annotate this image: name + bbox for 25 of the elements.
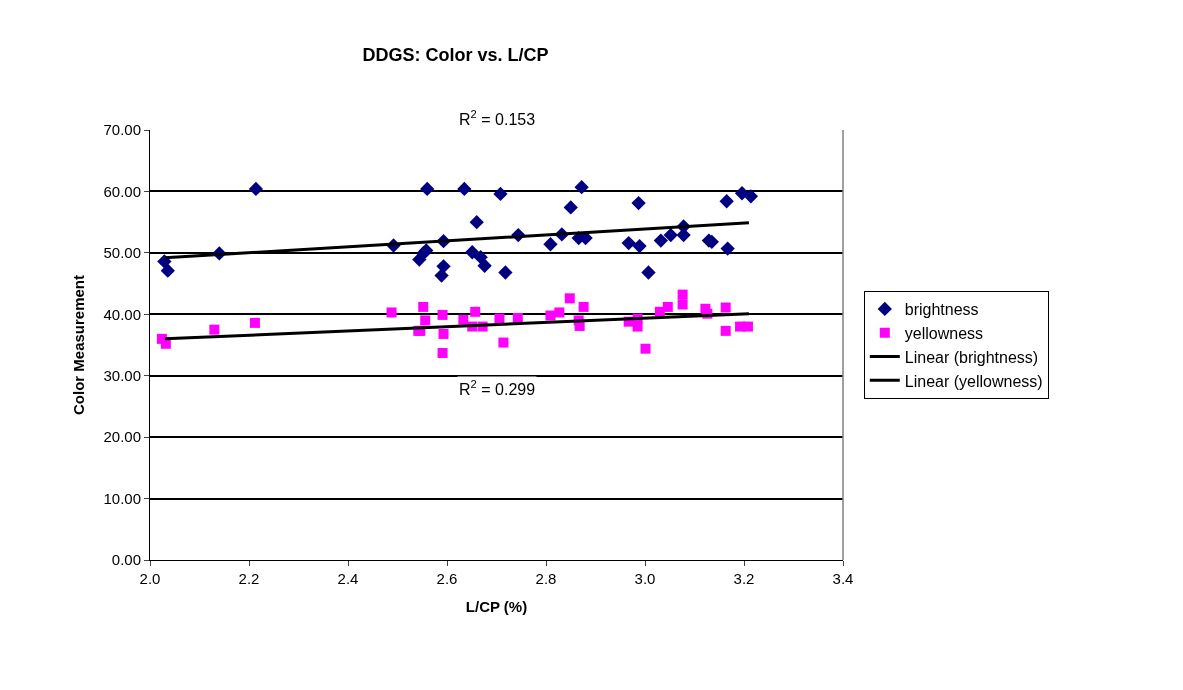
y-tick-label: 10.00 [103,489,141,507]
legend-label: yellowness [904,324,984,342]
x-axis-title: L/CP (%) [465,598,528,615]
legend-label: Linear (brightness) [904,348,1039,366]
x-tick-label: 3.0 [634,570,656,587]
y-tick-label: 0.00 [111,551,141,569]
x-tick-label: 2.8 [535,570,557,587]
x-tick-label: 2.6 [436,570,458,587]
legend-label: Linear (yellowness) [904,372,1043,390]
y-tick-label: 60.00 [103,182,141,200]
x-tick-label: 3.2 [733,570,755,587]
y-tick-label: 40.00 [103,305,141,323]
annotation: R$^{2}$ = 0.299 [459,378,536,398]
legend-label: brightness [904,301,979,319]
x-tick-label: 2.2 [238,570,260,587]
y-tick-label: 30.00 [103,366,141,384]
chart-title: DDGS: Color vs. L/CP [362,44,549,65]
text: R$^{2}$ = 0.153 [459,108,536,128]
x-tick-label: 2.0 [139,570,161,587]
y-tick-label: 50.00 [103,244,141,262]
x-tick-label: 3.4 [832,570,854,587]
y-axis-title: Color Measurement [69,274,87,416]
y-tick-label: 70.00 [103,121,141,139]
x-tick-label: 2.4 [337,570,359,587]
y-tick-label: 20.00 [103,428,141,446]
